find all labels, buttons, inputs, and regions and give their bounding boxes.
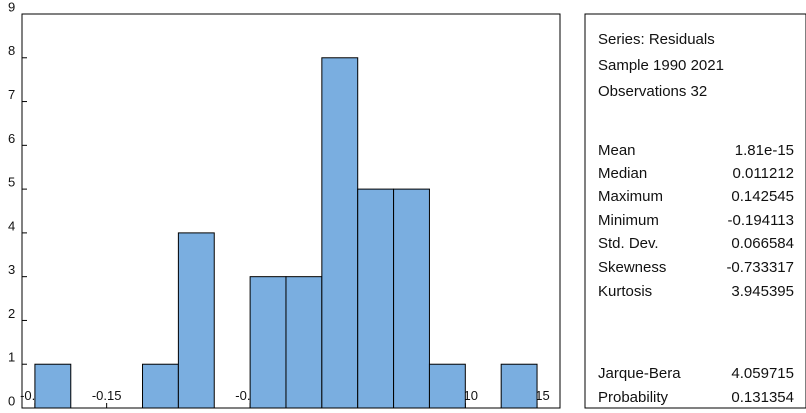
stat-value: 0.142545 [731,188,794,205]
stat-label: Kurtosis [598,283,652,300]
chart: 0123456789-0.20-0.15-0.10-0.050.000.050.… [0,0,806,413]
stat-label: Mean [598,142,636,159]
stats-header: Sample 1990 2021 [598,57,724,74]
stat-label: Jarque-Bera [598,365,681,382]
stat-label: Maximum [598,188,663,205]
stat-value: 0.011212 [733,165,794,182]
bar [358,189,394,408]
bar [322,58,358,408]
y-tick-label: 5 [8,175,15,190]
stat-value: 1.81e-15 [735,142,794,159]
stat-value: 3.945395 [731,283,794,300]
stat-label: Std. Dev. [598,235,659,252]
y-tick-label: 0 [8,393,15,408]
stat-label: Minimum [598,212,659,229]
x-tick-label: -0.15 [92,388,122,403]
stats-header: Observations 32 [598,83,707,100]
stat-label: Probability [598,389,669,406]
bar [143,364,179,408]
bar [429,364,465,408]
bar [250,277,286,408]
stat-label: Median [598,165,647,182]
bar [394,189,430,408]
y-tick-label: 9 [8,0,15,14]
page: {"chart_data": {"type": "histogram", "bi… [0,0,806,413]
stat-value: 4.059715 [731,365,794,382]
y-tick-label: 8 [8,43,15,58]
y-tick-label: 6 [8,131,15,146]
y-tick-label: 1 [8,350,15,365]
y-tick-label: 3 [8,262,15,277]
bar [178,233,214,408]
stat-label: Skewness [598,259,666,276]
y-tick-label: 4 [8,218,15,233]
bar [35,364,71,408]
stats-header: Series: Residuals [598,31,715,48]
stat-value: -0.733317 [726,259,794,276]
stat-value: 0.066584 [731,235,794,252]
stat-value: -0.194113 [728,212,794,229]
bar [501,364,537,408]
y-tick-label: 2 [8,306,15,321]
bar [286,277,322,408]
y-tick-label: 7 [8,87,15,102]
stat-value: 0.131354 [731,389,794,406]
